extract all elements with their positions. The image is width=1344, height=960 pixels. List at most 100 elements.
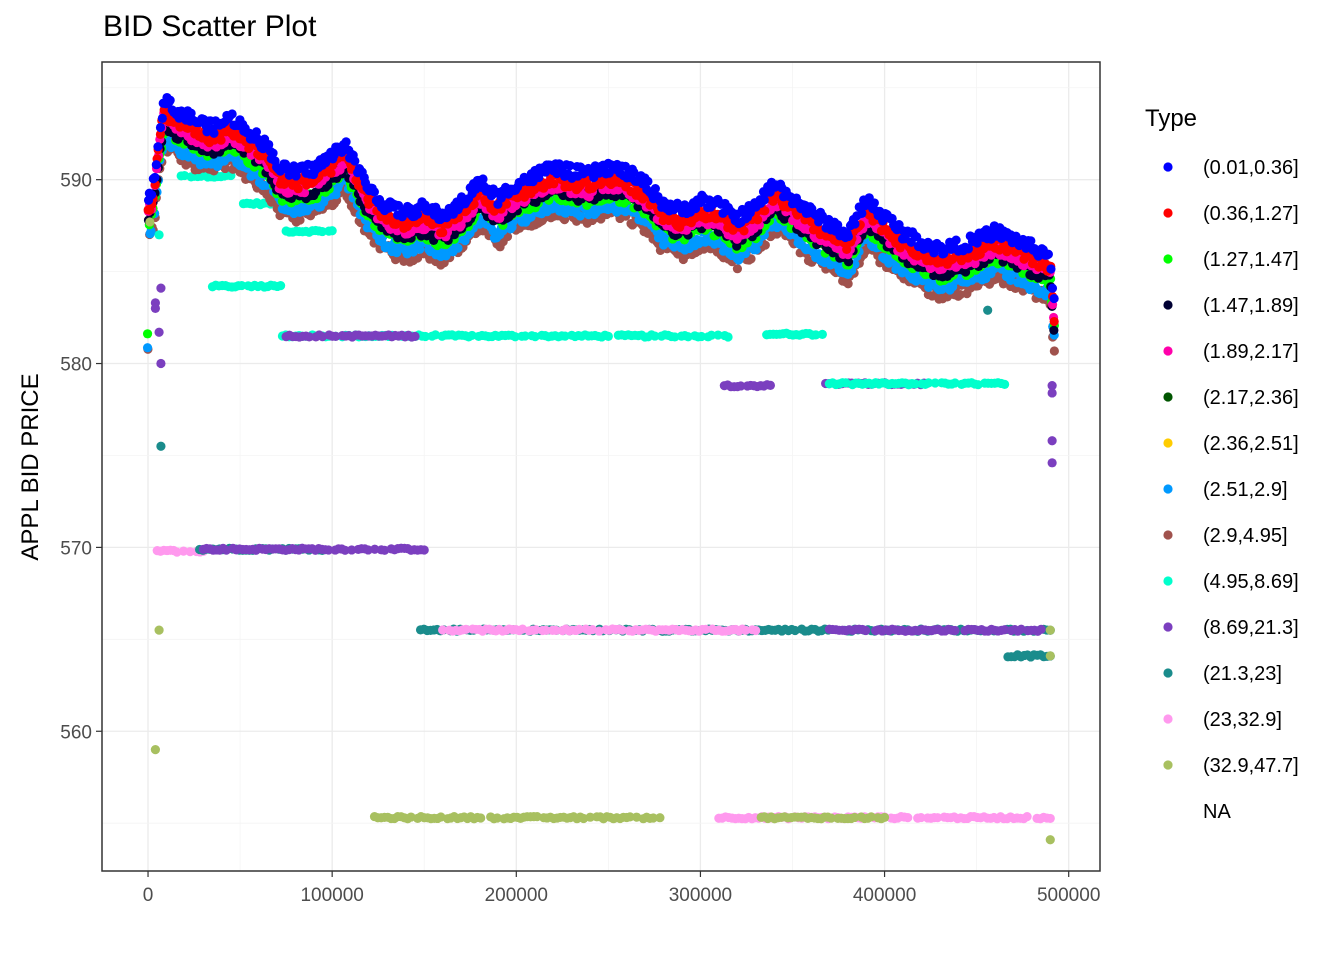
segment-point	[438, 625, 448, 635]
segment-point	[276, 281, 286, 291]
segment-point	[317, 226, 327, 237]
legend-key	[1163, 346, 1173, 356]
segment-point	[510, 332, 520, 342]
curve-point	[843, 231, 853, 242]
legend-title: Type	[1145, 105, 1197, 132]
curve-point	[1043, 249, 1053, 259]
isolated-point	[1047, 458, 1057, 468]
curve-point	[150, 172, 160, 183]
segment-point	[476, 813, 486, 823]
curve-point	[1046, 264, 1056, 274]
curve-point	[293, 184, 303, 194]
isolated-point	[1045, 835, 1055, 845]
segment-point	[420, 331, 431, 342]
curve-point	[147, 190, 157, 200]
isolated-point	[154, 327, 164, 337]
segment-point	[625, 812, 635, 822]
legend-label: (1.89,2.17]	[1203, 341, 1299, 363]
legend-label: (2.36,2.51]	[1203, 433, 1299, 455]
segment-point	[826, 813, 836, 823]
curve-point	[1049, 293, 1059, 304]
legend-key	[1163, 438, 1173, 448]
curve-point	[850, 219, 860, 229]
curve-point	[739, 226, 749, 236]
y-tick-label: 590	[60, 171, 92, 192]
segment-point	[696, 331, 707, 342]
y-tick-label: 560	[60, 722, 92, 743]
legend-key	[1163, 530, 1173, 540]
legend-label: NA	[1203, 801, 1231, 823]
segment-point	[930, 378, 940, 388]
isolated-point	[1047, 436, 1057, 446]
legend-key	[1163, 714, 1173, 724]
legend-key	[1163, 484, 1173, 494]
segment-point	[670, 332, 680, 342]
curve-point	[268, 148, 278, 158]
segment-point	[1022, 811, 1032, 822]
segment-point	[531, 625, 541, 635]
legend-label: (4.95,8.69]	[1203, 571, 1299, 593]
segment-point	[1036, 624, 1046, 634]
legend-key	[1163, 254, 1173, 264]
segment-point	[603, 331, 613, 341]
segment-point	[178, 546, 189, 556]
segment-point	[701, 624, 711, 634]
segment-point	[932, 813, 943, 823]
curve-point	[732, 264, 743, 274]
legend-label: (2.9,4.95]	[1203, 525, 1288, 547]
segment-point	[237, 280, 247, 291]
segment-point	[585, 812, 595, 822]
curve-point	[157, 113, 167, 124]
legend-key	[1163, 300, 1173, 310]
isolated-point	[150, 303, 160, 313]
y-tick-label: 570	[60, 538, 92, 559]
segment-point	[706, 330, 717, 340]
segment-point	[419, 545, 429, 555]
curve-point	[151, 160, 161, 170]
segment-point	[861, 625, 871, 636]
curve-point	[643, 176, 653, 186]
y-tick-label: 580	[60, 355, 92, 376]
x-tick-label: 200000	[485, 885, 548, 906]
y-axis-title: APPL BID PRICE	[17, 373, 44, 560]
segment-point	[347, 545, 357, 555]
segment-point	[650, 331, 660, 341]
isolated-point	[156, 441, 166, 451]
x-tick-label: 100000	[300, 885, 363, 906]
segment-point	[648, 813, 658, 823]
curve-point	[412, 209, 423, 219]
segment-point	[817, 329, 827, 339]
legend-label: (2.51,2.9]	[1203, 479, 1288, 501]
segment-point	[617, 625, 628, 635]
legend-key	[1163, 392, 1173, 402]
x-tick-label: 500000	[1037, 885, 1100, 906]
curve-point	[1049, 346, 1059, 356]
segment-point	[1045, 813, 1055, 824]
isolated-point	[156, 283, 166, 293]
curve-point	[216, 135, 226, 145]
segment-point	[461, 624, 471, 634]
legend-label: (0.01,0.36]	[1203, 157, 1299, 179]
chart-title: BID Scatter Plot	[103, 10, 317, 43]
curve-point	[142, 329, 153, 339]
legend-label: (23,32.9]	[1203, 709, 1282, 731]
segment-point	[765, 380, 776, 390]
segment-point	[304, 332, 314, 342]
curve-point	[753, 215, 763, 225]
curve-point	[209, 128, 219, 138]
segment-point	[340, 545, 350, 555]
curve-point	[1049, 316, 1059, 327]
curve-point	[1047, 283, 1058, 293]
curve-point	[165, 95, 175, 105]
segment-point	[713, 330, 723, 340]
isolated-point	[1045, 625, 1055, 635]
segment-point	[923, 378, 934, 388]
isolated-point	[154, 230, 164, 240]
curve-point	[369, 187, 380, 197]
curve-point	[350, 156, 360, 166]
legend-label: (0.36,1.27]	[1203, 203, 1299, 225]
curve-point	[326, 168, 336, 178]
curve-point	[295, 215, 305, 225]
segment-point	[370, 544, 380, 554]
